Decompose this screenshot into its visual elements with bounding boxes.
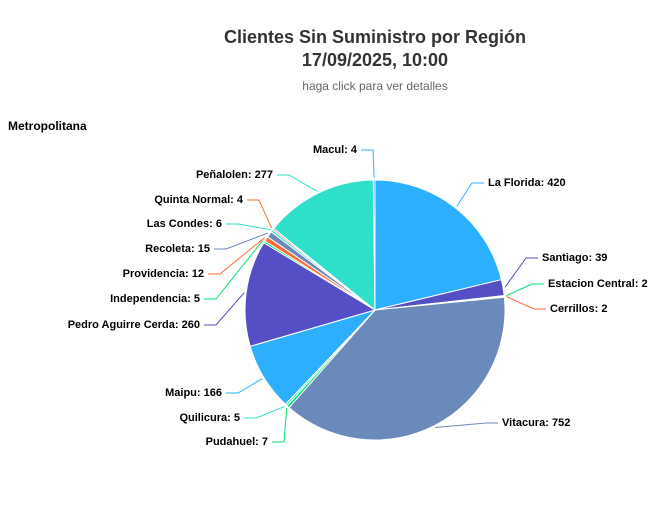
label-value: 2	[601, 303, 607, 315]
label-value: 12	[192, 268, 204, 280]
connector	[247, 199, 273, 229]
label-separator: :	[209, 218, 216, 230]
label-value: 39	[595, 252, 607, 264]
data-label: Recoleta: 15	[145, 243, 210, 255]
connector	[204, 292, 245, 326]
label-name: Las Condes	[147, 218, 209, 230]
label-separator: :	[545, 417, 552, 429]
label-name: La Florida	[488, 177, 541, 189]
connector	[244, 405, 286, 419]
label-name: Maipu	[165, 387, 197, 399]
data-label: Estacion Central: 2	[548, 278, 648, 290]
label-name: Quilicura	[179, 412, 228, 424]
connector	[226, 223, 271, 231]
label-separator: :	[595, 303, 602, 315]
label-value: 5	[234, 412, 240, 424]
label-separator: :	[541, 177, 548, 189]
data-label: Pudahuel: 7	[206, 436, 268, 448]
label-separator: :	[248, 169, 255, 181]
pie-slice	[374, 179, 503, 311]
pie-slice	[288, 296, 506, 441]
data-label: Cerrillos: 2	[550, 303, 608, 315]
label-name: Quinta Normal	[154, 194, 230, 206]
data-label: Independencia: 5	[110, 293, 200, 305]
data-label: Macul: 4	[313, 144, 358, 156]
pie-slice	[272, 179, 376, 312]
series-title: Metropolitana	[8, 119, 87, 133]
label-value: 420	[547, 177, 565, 189]
data-label: Las Condes: 6	[147, 218, 222, 230]
label-name: Peñalolen	[196, 169, 248, 181]
chart-subtitle: haga click para ver detalles	[302, 79, 447, 93]
label-separator: :	[588, 252, 595, 264]
data-label: Quinta Normal: 4	[154, 194, 244, 206]
label-name: Santiago	[542, 252, 589, 264]
connector	[506, 296, 546, 310]
connector	[272, 408, 288, 443]
data-label: Quilicura: 5	[179, 412, 240, 424]
label-separator: :	[255, 436, 262, 448]
connector	[456, 182, 484, 207]
label-value: 5	[194, 293, 200, 305]
label-name: Estacion Central	[548, 278, 635, 290]
data-label: La Florida: 420	[488, 177, 566, 189]
data-label: Maipu: 166	[165, 387, 222, 399]
pie-slice	[372, 179, 376, 311]
label-name: Vitacura	[502, 417, 546, 429]
chart-title: Clientes Sin Suministro por Región	[224, 27, 526, 47]
label-value: 260	[182, 319, 200, 331]
connector	[361, 149, 375, 179]
label-separator: :	[230, 194, 237, 206]
connector	[204, 240, 263, 300]
label-separator: :	[197, 387, 204, 399]
pie-slice	[244, 242, 377, 347]
label-separator: :	[227, 412, 234, 424]
label-value: 166	[204, 387, 222, 399]
label-value: 277	[255, 169, 273, 181]
label-value: 4	[237, 194, 244, 206]
data-label: Pedro Aguirre Cerda: 260	[68, 319, 200, 331]
label-name: Independencia	[110, 293, 188, 305]
label-separator: :	[191, 243, 198, 255]
label-value: 752	[552, 417, 570, 429]
label-separator: :	[635, 278, 642, 290]
label-name: Cerrillos	[550, 303, 595, 315]
connector	[506, 283, 544, 297]
connector	[277, 174, 318, 192]
label-name: Providencia	[123, 268, 186, 280]
label-value: 15	[198, 243, 210, 255]
label-name: Pudahuel	[206, 436, 256, 448]
connector	[214, 232, 268, 250]
connector	[208, 237, 265, 275]
data-label: Vitacura: 752	[502, 417, 570, 429]
label-value: 6	[216, 218, 222, 230]
label-separator: :	[185, 268, 192, 280]
label-name: Recoleta	[145, 243, 192, 255]
chart-title-date: 17/09/2025, 10:00	[302, 50, 448, 70]
data-label: Santiago: 39	[542, 252, 607, 264]
label-separator: :	[175, 319, 182, 331]
connector	[435, 422, 498, 428]
label-value: 7	[262, 436, 268, 448]
label-separator: :	[187, 293, 194, 305]
label-name: Pedro Aguirre Cerda	[68, 319, 176, 331]
connector	[504, 257, 538, 288]
label-separator: :	[344, 144, 351, 156]
label-name: Macul	[313, 144, 344, 156]
connector	[226, 378, 263, 394]
label-value: 4	[351, 144, 358, 156]
data-label: Providencia: 12	[123, 268, 204, 280]
label-value: 2	[642, 278, 648, 290]
data-label: Peñalolen: 277	[196, 169, 273, 181]
